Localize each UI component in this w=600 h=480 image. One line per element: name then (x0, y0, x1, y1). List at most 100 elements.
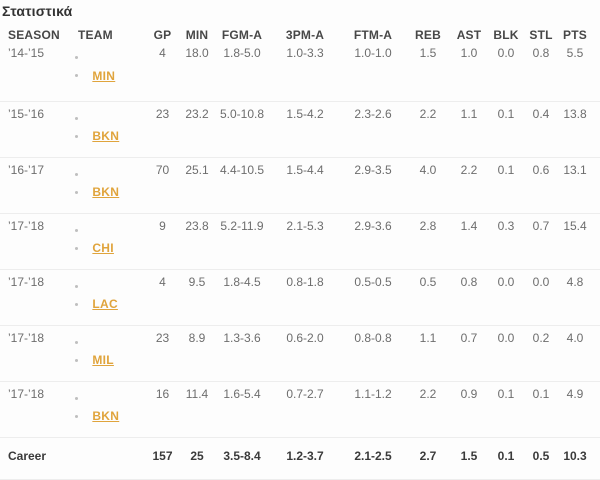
career-row: Career 157 25 3.5-8.4 1.2-3.7 2.1-2.5 2.… (0, 437, 600, 480)
team-cell: BKN (70, 381, 145, 438)
team-logo-placeholder-icon (75, 74, 78, 78)
stat-cell-blk: 0.1 (488, 381, 524, 438)
stat-cell-3pma: 1.0-3.3 (270, 45, 340, 102)
stat-cell-pts: 15.4 (558, 213, 600, 270)
stat-cell-reb: 2.2 (406, 101, 450, 158)
team-link-row: BKN (70, 185, 145, 200)
stat-cell-fgma: 1.8-4.5 (214, 269, 270, 326)
stat-cell-stl: 0.6 (524, 157, 558, 214)
stat-cell-ftma: 2.9-3.6 (340, 213, 406, 270)
team-logo-row (70, 219, 145, 241)
season-stats-row: ’15-’16 BKN 23 23.2 5.0-10.8 1.5-4.2 2.3… (0, 101, 600, 158)
stat-cell-pts: 4.0 (558, 325, 600, 382)
team-link[interactable]: MIL (92, 353, 114, 368)
season-label: ’16-’17 (8, 162, 45, 177)
stat-cell-reb: 1.5 (406, 45, 450, 102)
season-cell: ’16-’17 (0, 157, 70, 214)
stat-cell-ast: 0.7 (450, 325, 488, 382)
stat-cell-reb: 2.8 (406, 213, 450, 270)
stat-cell-blk: 0.1 (488, 101, 524, 158)
stat-cell-ast: 2.2 (450, 157, 488, 214)
team-link[interactable]: BKN (92, 185, 120, 200)
column-header-pts: PTS (563, 28, 587, 42)
stat-cell-ast: 0.9 (450, 381, 488, 438)
season-cell: ’17-’18 (0, 381, 70, 438)
team-link[interactable]: MIN (92, 68, 116, 83)
column-header-gp: GP (153, 28, 172, 42)
season-stats-row: ’17-’18 MIL 23 8.9 1.3-3.6 0.6-2.0 0.8-0… (0, 325, 600, 382)
stat-cell-stl: 0.7 (524, 213, 558, 270)
team-cell: BKN (70, 157, 145, 214)
team-link-row: BKN (70, 409, 145, 424)
team-link-row: CHI (70, 241, 145, 256)
column-header-3pma: 3PM-A (285, 28, 325, 42)
stat-cell-ast: 1.1 (450, 101, 488, 158)
team-logo-placeholder-icon (75, 358, 78, 362)
stat-cell-ftma: 1.0-1.0 (340, 45, 406, 102)
team-logo-placeholder-icon (75, 340, 78, 344)
stat-cell-stl: 0.2 (524, 325, 558, 382)
season-stats-row: ’14-’15 MIN 4 18.0 1.8-5.0 1.0-3.3 1.0-1… (0, 45, 600, 102)
stats-section-title: Στατιστικά (2, 3, 73, 19)
season-label: ’14-’15 (8, 46, 45, 60)
team-logo-placeholder-icon (75, 172, 78, 176)
stat-cell-ftma: 0.8-0.8 (340, 325, 406, 382)
stat-cell-3pma: 0.6-2.0 (270, 325, 340, 382)
team-logo-placeholder-icon (75, 246, 78, 250)
column-header-season: SEASON (8, 28, 60, 42)
stat-cell-reb: 0.5 (406, 269, 450, 326)
team-logo-row (70, 331, 145, 353)
column-header-reb: REB (415, 28, 441, 42)
column-header-min: MIN (185, 28, 209, 42)
career-pts: 10.3 (558, 437, 600, 480)
stat-cell-pts: 4.9 (558, 381, 600, 438)
stat-cell-min: 25.1 (180, 157, 214, 214)
team-link[interactable]: CHI (92, 241, 114, 256)
stat-cell-3pma: 1.5-4.2 (270, 101, 340, 158)
stat-cell-blk: 0.0 (488, 45, 524, 102)
stat-cell-blk: 0.1 (488, 157, 524, 214)
team-logo-placeholder-icon (75, 116, 78, 120)
team-logo-placeholder-icon (75, 134, 78, 138)
stat-cell-gp: 70 (145, 157, 180, 214)
column-header-fgma: FGM-A (221, 28, 263, 42)
stat-cell-min: 11.4 (180, 381, 214, 438)
season-label: ’17-’18 (8, 386, 45, 401)
team-link[interactable]: BKN (92, 129, 120, 144)
stat-cell-reb: 4.0 (406, 157, 450, 214)
stat-cell-gp: 23 (145, 101, 180, 158)
stat-cell-min: 8.9 (180, 325, 214, 382)
stat-cell-blk: 0.0 (488, 269, 524, 326)
career-ftma: 2.1-2.5 (340, 437, 406, 480)
career-blk: 0.1 (488, 437, 524, 480)
stat-cell-min: 9.5 (180, 269, 214, 326)
stat-cell-gp: 4 (145, 45, 180, 102)
team-link-row: MIN (70, 68, 145, 83)
stat-cell-fgma: 1.3-3.6 (214, 325, 270, 382)
stat-cell-stl: 0.1 (524, 381, 558, 438)
stat-cell-gp: 16 (145, 381, 180, 438)
team-logo-placeholder-icon (75, 56, 78, 60)
career-team-cell (70, 437, 145, 480)
stat-cell-ast: 1.0 (450, 45, 488, 102)
team-logo-placeholder-icon (75, 414, 78, 418)
column-header-ast: AST (456, 28, 482, 42)
career-3pma: 1.2-3.7 (270, 437, 340, 480)
career-gp: 157 (145, 437, 180, 480)
season-label: ’15-’16 (8, 106, 45, 121)
column-header-team: TEAM (78, 28, 113, 42)
season-label: ’17-’18 (8, 218, 45, 233)
team-link[interactable]: LAC (92, 297, 118, 312)
stat-cell-3pma: 0.8-1.8 (270, 269, 340, 326)
stat-cell-reb: 1.1 (406, 325, 450, 382)
team-link-row: LAC (70, 297, 145, 312)
team-link-row: MIL (70, 353, 145, 368)
season-stats-row: ’17-’18 BKN 16 11.4 1.6-5.4 0.7-2.7 1.1-… (0, 381, 600, 438)
team-logo-row (70, 46, 145, 68)
team-link[interactable]: BKN (92, 409, 120, 424)
stat-cell-gp: 4 (145, 269, 180, 326)
stat-cell-min: 18.0 (180, 45, 214, 102)
team-logo-placeholder-icon (75, 228, 78, 232)
stat-cell-pts: 5.5 (558, 45, 600, 102)
